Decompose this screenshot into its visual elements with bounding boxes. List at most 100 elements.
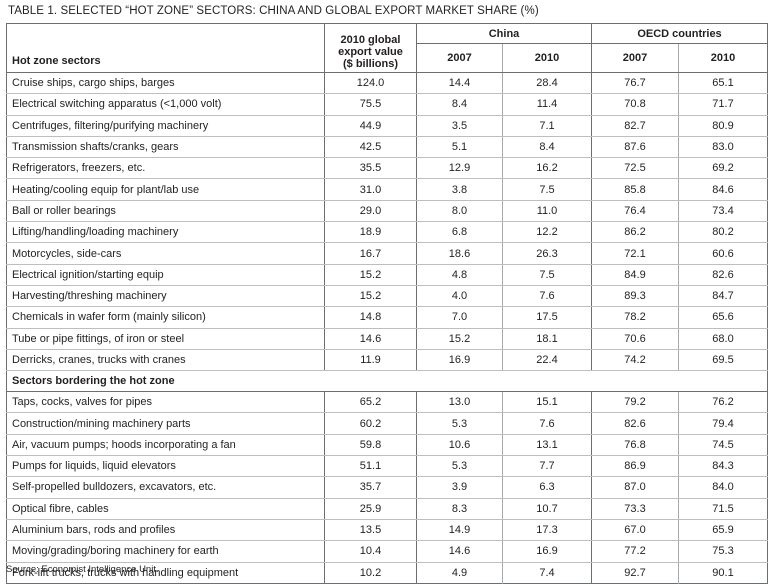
oecd-2010-cell: 83.0 <box>677 136 768 159</box>
oecd-2007-cell: 76.8 <box>591 434 679 457</box>
oecd-2007-cell: 77.2 <box>591 540 679 563</box>
global-export-cell: 18.9 <box>324 221 417 244</box>
oecd-2007-cell: 76.7 <box>591 72 679 95</box>
china-2010-cell: 7.6 <box>502 285 592 308</box>
oecd-2007-cell: 72.5 <box>591 157 679 180</box>
china-2010-cell: 7.5 <box>502 264 592 286</box>
oecd-2007-cell: 84.9 <box>591 264 679 286</box>
global-export-cell: 35.7 <box>324 476 417 499</box>
china-2010-cell: 17.3 <box>502 519 592 542</box>
china-2010-cell: 7.5 <box>502 178 592 201</box>
china-2007-cell: 14.9 <box>416 519 503 542</box>
sector-cell: Fork-lift trucks, trucks with handling e… <box>12 566 239 579</box>
china-2010-cell: 11.0 <box>502 200 592 223</box>
oecd-2007-cell: 70.6 <box>591 328 679 350</box>
china-2007-cell: 12.9 <box>416 157 503 180</box>
china-2007-cell: 3.9 <box>416 476 503 499</box>
table-row: Electrical ignition/starting equip 15.2 4.… <box>6 264 768 286</box>
table-row: Optical fibre, cables 25.9 8.3 10.7 73.3 71.5 <box>6 498 768 520</box>
table-row: Construction/mining machinery parts 60.2 5… <box>6 412 768 435</box>
sector-cell: Refrigerators, freezers, etc. <box>6 157 325 180</box>
oecd-2007-cell: 67.0 <box>591 519 679 542</box>
china-2010-cell: 12.2 <box>502 221 592 244</box>
sector-cell: Self-propelled bulldozers, excavators, e… <box>6 476 325 499</box>
sector-cell: Electrical ignition/starting equip <box>6 264 325 286</box>
china-2010-cell: 6.3 <box>502 476 592 499</box>
sector-cell: Derricks, cranes, trucks with cranes <box>6 349 325 372</box>
table-row: Air, vacuum pumps; hoods incorporating a… <box>6 434 768 457</box>
table-row: Pumps for liquids, liquid elevators 51.1 5… <box>6 455 768 478</box>
oecd-2010-cell: 75.3 <box>677 540 768 563</box>
china-2010-cell: 15.1 <box>502 391 592 414</box>
sector-column-header: Hot zone sectors <box>6 23 325 73</box>
sector-cell: Transmission shafts/cranks, gears <box>6 136 325 159</box>
oecd-2010-cell: 80.9 <box>677 115 768 137</box>
oecd-2010-cell: 84.3 <box>677 455 768 478</box>
china-2007-header: 2007 <box>416 43 503 73</box>
china-2010-cell: 26.3 <box>502 242 592 265</box>
table-row: Harvesting/threshing machinery 15.2 4.0 7.6… <box>6 285 768 308</box>
china-2007-cell: 10.6 <box>416 434 503 457</box>
china-2010-cell: 7.4 <box>502 562 592 584</box>
table-row: Motorcycles, side-cars 16.7 18.6 26.3 72.1 60… <box>6 242 768 265</box>
global-export-cell: 13.5 <box>324 519 417 542</box>
china-2010-cell: 16.2 <box>502 157 592 180</box>
sector-cell: Pumps for liquids, liquid elevators <box>6 455 325 478</box>
sector-cell: Taps, cocks, valves for pipes <box>6 391 325 414</box>
oecd-2007-cell: 79.2 <box>591 391 679 414</box>
table-row: Transmission shafts/cranks, gears 42.5 5.1… <box>6 136 768 159</box>
oecd-2010-cell: 65.9 <box>677 519 768 542</box>
china-2010-cell: 7.6 <box>502 412 592 435</box>
oecd-2007-cell: 92.7 <box>591 562 679 584</box>
global-export-cell: 25.9 <box>324 498 417 520</box>
table-row: Fork-lift trucks, trucks with handling e… <box>7 562 768 584</box>
oecd-2010-cell: 71.5 <box>677 498 768 520</box>
global-export-cell: 31.0 <box>324 178 417 201</box>
china-2010-cell: 22.4 <box>502 349 592 372</box>
china-2010-cell: 18.1 <box>502 328 592 350</box>
global-export-cell: 15.2 <box>324 264 417 286</box>
china-2010-cell: 7.1 <box>502 115 592 137</box>
oecd-2010-cell: 84.7 <box>677 285 768 308</box>
global-export-cell: 16.7 <box>324 242 417 265</box>
sector-cell: Motorcycles, side-cars <box>6 242 325 265</box>
china-2010-header: 2010 <box>502 43 592 73</box>
china-2007-cell: 16.9 <box>416 349 503 372</box>
table-row: Electrical switching apparatus (<1,000 v… <box>6 93 768 116</box>
china-2007-cell: 13.0 <box>416 391 503 414</box>
china-2007-cell: 5.1 <box>416 136 503 159</box>
global-export-cell: 14.6 <box>324 328 417 350</box>
global-export-cell: 75.5 <box>324 93 417 116</box>
oecd-2007-cell: 76.4 <box>591 200 679 223</box>
global-export-cell: 14.8 <box>324 306 417 329</box>
oecd-2010-cell: 65.6 <box>677 306 768 329</box>
bordering-section-heading: Sectors bordering the hot zone <box>6 370 768 393</box>
global-export-cell: 10.4 <box>324 540 417 563</box>
oecd-2007-cell: 82.6 <box>591 412 679 435</box>
market-share-table: Hot zone sectors 2010 global export valu… <box>6 23 768 584</box>
oecd-2010-cell: 84.6 <box>677 178 768 201</box>
oecd-2007-cell: 74.2 <box>591 349 679 372</box>
table-row: Tube or pipe fittings, of iron or steel 1… <box>6 328 768 350</box>
sector-cell: Electrical switching apparatus (<1,000 v… <box>6 93 325 116</box>
china-2007-cell: 7.0 <box>416 306 503 329</box>
china-2007-cell: 5.3 <box>416 412 503 435</box>
sector-cell: Centrifuges, filtering/purifying machine… <box>6 115 325 137</box>
china-2007-cell: 8.4 <box>416 93 503 116</box>
china-2010-cell: 13.1 <box>502 434 592 457</box>
global-export-cell: 65.2 <box>324 391 417 414</box>
oecd-2010-cell: 74.5 <box>677 434 768 457</box>
china-2010-cell: 10.7 <box>502 498 592 520</box>
china-2007-cell: 6.8 <box>416 221 503 244</box>
oecd-2007-cell: 87.6 <box>591 136 679 159</box>
oecd-2010-cell: 73.4 <box>677 200 768 223</box>
sector-cell: Lifting/handling/loading machinery <box>6 221 325 244</box>
sector-cell: Optical fibre, cables <box>6 498 325 520</box>
oecd-2010-cell: 90.1 <box>677 562 768 584</box>
global-export-column-header: 2010 global export value ($ billions) <box>324 23 417 73</box>
table-row: Moving/grading/boring machinery for eart… <box>6 540 768 563</box>
china-2007-cell: 3.5 <box>416 115 503 137</box>
global-export-cell: 29.0 <box>324 200 417 223</box>
oecd-2007-cell: 72.1 <box>591 242 679 265</box>
table-row: Chemicals in wafer form (mainly silicon)… <box>6 306 768 329</box>
